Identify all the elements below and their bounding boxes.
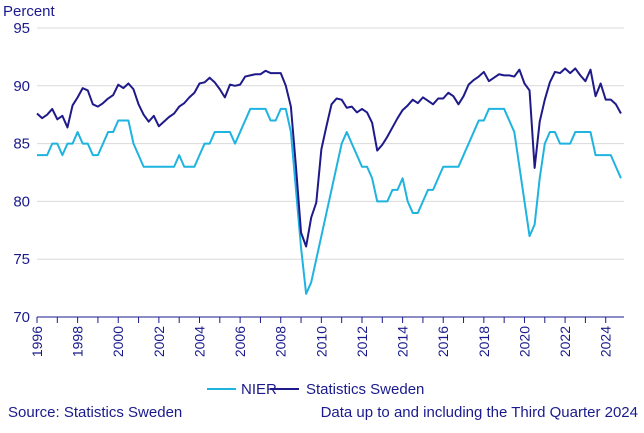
x-tick-label: 2016 <box>435 326 451 357</box>
x-tick-label: 2004 <box>191 326 207 357</box>
y-tick-label: 75 <box>13 251 30 268</box>
data-coverage-note: Data up to and including the Third Quart… <box>320 404 638 421</box>
y-tick-label: 90 <box>13 78 30 95</box>
y-axis-label: Percent <box>3 3 56 20</box>
x-tick-label: 2002 <box>151 326 167 357</box>
x-tick-label: 2000 <box>110 326 126 357</box>
y-axis-ticks: 70 75 80 85 90 95 <box>13 20 30 326</box>
x-tick-label: 2018 <box>476 326 492 357</box>
x-tick-label: 2012 <box>354 326 370 357</box>
series-line-statistics-sweden <box>36 67 622 248</box>
x-axis: 1996 1998 2000 2002 2004 2006 2008 2010 2012 2014… <box>29 316 624 357</box>
legend: NIER Statistics Sweden <box>207 381 424 398</box>
legend-label: Statistics Sweden <box>306 381 424 398</box>
series-line-nier <box>37 107 622 295</box>
y-tick-label: 95 <box>13 20 30 37</box>
x-tick-label: 2024 <box>598 326 614 357</box>
x-tick-label: 2010 <box>313 326 329 357</box>
line-chart: Percent 70 75 80 85 90 95 1996 1998 2000 2002 200… <box>3 3 624 398</box>
x-tick-label: 2020 <box>516 326 532 357</box>
series-lines <box>36 67 622 295</box>
x-tick-label: 2006 <box>232 326 248 357</box>
x-tick-label: 1998 <box>70 326 86 357</box>
x-tick-label: 1996 <box>29 326 45 357</box>
legend-label: NIER <box>241 381 277 398</box>
y-tick-label: 70 <box>13 309 30 326</box>
source-note: Source: Statistics Sweden <box>8 404 183 421</box>
y-tick-label: 85 <box>13 136 30 153</box>
gridlines <box>37 27 624 318</box>
x-tick-label: 2014 <box>395 326 411 357</box>
x-tick-label: 2022 <box>557 326 573 357</box>
x-tick-label: 2008 <box>273 326 289 357</box>
y-tick-label: 80 <box>13 193 30 210</box>
